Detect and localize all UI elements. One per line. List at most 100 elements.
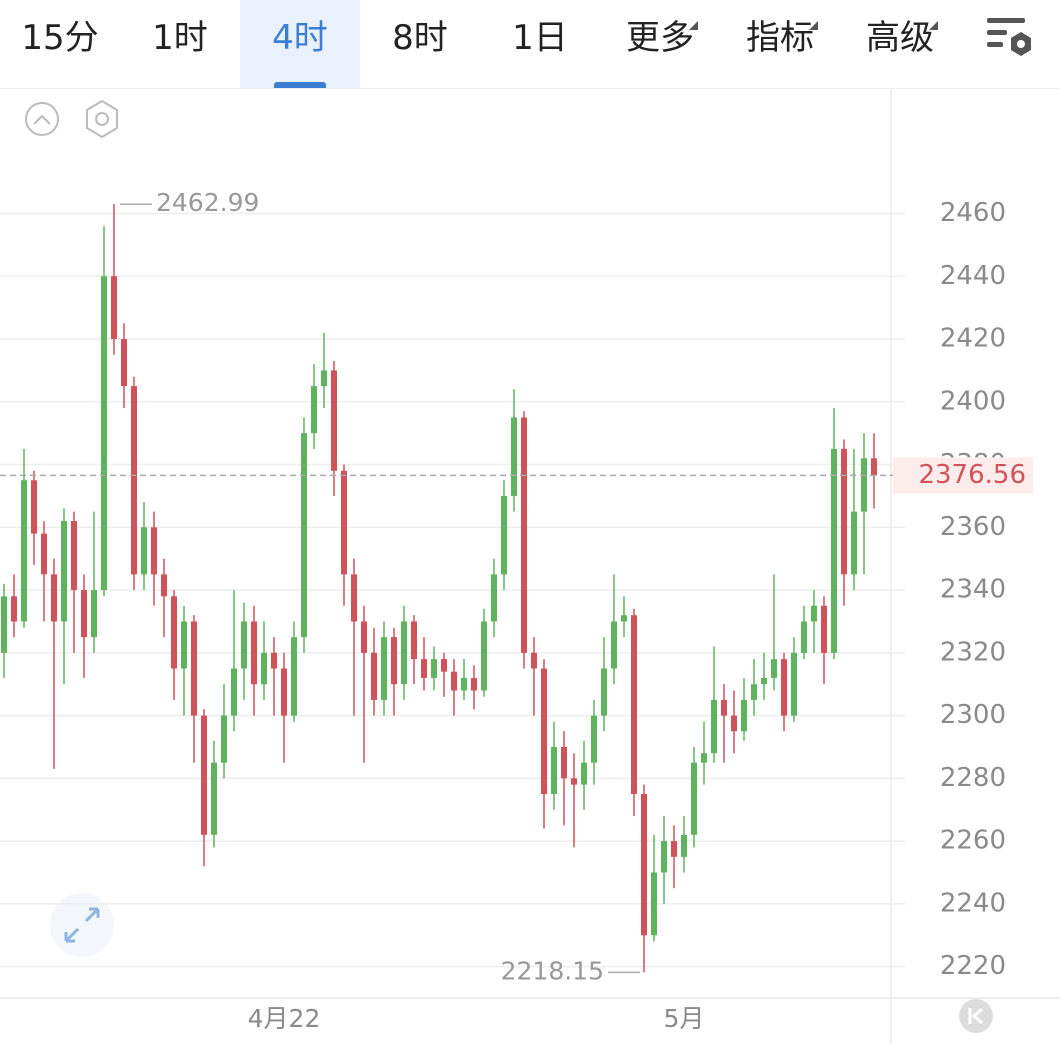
candle-body bbox=[761, 677, 767, 685]
y-tick-label: 2420 bbox=[940, 324, 1006, 354]
timeframe-tab[interactable]: 8时 bbox=[360, 0, 480, 88]
settings-hex-icon[interactable] bbox=[86, 99, 118, 139]
scroll-end-button[interactable] bbox=[959, 999, 993, 1033]
y-tick-label: 2360 bbox=[940, 512, 1006, 542]
candle-body bbox=[371, 652, 377, 700]
candle-body bbox=[811, 605, 817, 622]
candle-body bbox=[341, 470, 347, 575]
candle-body bbox=[851, 511, 857, 575]
dropdown-arrow bbox=[689, 21, 698, 30]
candle-body bbox=[261, 652, 267, 685]
last-price-box bbox=[893, 457, 1033, 494]
expand-icon[interactable] bbox=[50, 893, 114, 957]
candle-body bbox=[831, 448, 837, 653]
candle-body bbox=[271, 652, 277, 669]
candle-body bbox=[721, 699, 727, 716]
tab-label: 8时 bbox=[392, 18, 448, 58]
candle-body bbox=[51, 574, 57, 622]
candle-body bbox=[121, 339, 127, 387]
tab-label: 15分 bbox=[21, 18, 99, 58]
candle-body bbox=[461, 677, 467, 691]
candle-body bbox=[361, 621, 367, 653]
candle-body bbox=[171, 596, 177, 669]
candle-body bbox=[481, 621, 487, 691]
y-tick-label: 2220 bbox=[940, 951, 1006, 981]
timeframe-tab[interactable]: 4时 bbox=[240, 0, 360, 88]
candle-body bbox=[381, 637, 387, 700]
candle-body bbox=[241, 621, 247, 669]
candle-body bbox=[751, 684, 757, 700]
candle-body bbox=[21, 480, 27, 622]
candle-body bbox=[861, 458, 867, 512]
candle-body bbox=[431, 659, 437, 678]
candle-body bbox=[521, 417, 527, 653]
candle-body bbox=[131, 386, 137, 575]
candle-body bbox=[801, 621, 807, 653]
y-tick-label: 2320 bbox=[940, 637, 1006, 667]
candle-body bbox=[81, 590, 87, 638]
candle-body bbox=[731, 715, 737, 732]
collapse-icon[interactable] bbox=[25, 102, 59, 136]
settings-icon[interactable] bbox=[985, 14, 1035, 64]
last-price-label: 2376.56 bbox=[918, 460, 1026, 490]
candle-body bbox=[411, 621, 417, 660]
candle-body bbox=[291, 637, 297, 716]
timeframe-tab[interactable]: 15分 bbox=[0, 0, 120, 88]
timeframe-tab[interactable]: 指标 bbox=[720, 0, 840, 88]
candle-body bbox=[621, 615, 627, 622]
candle-body bbox=[101, 276, 107, 591]
candle-body bbox=[311, 386, 317, 434]
candle-body bbox=[321, 370, 327, 387]
candle-body bbox=[451, 671, 457, 691]
y-tick-label: 2260 bbox=[940, 826, 1006, 856]
candle-body bbox=[701, 753, 707, 763]
y-tick-label: 2400 bbox=[940, 386, 1006, 416]
candle-body bbox=[41, 533, 47, 575]
candle-body bbox=[821, 605, 827, 653]
candle-body bbox=[191, 621, 197, 716]
tab-label: 1时 bbox=[152, 18, 208, 58]
candle-body bbox=[331, 370, 337, 471]
candle-body bbox=[531, 652, 537, 669]
candle-body bbox=[651, 872, 657, 936]
candle-body bbox=[31, 480, 37, 534]
timeframe-tab[interactable]: 1日 bbox=[480, 0, 600, 88]
candle-body bbox=[561, 746, 567, 779]
x-tick-label: 5月 bbox=[664, 1004, 705, 1033]
candle-body bbox=[1, 596, 7, 653]
candle-body bbox=[711, 699, 717, 754]
low-label: 2218.15 bbox=[501, 956, 604, 985]
x-tick-label: 4月22 bbox=[248, 1004, 321, 1033]
candle-body bbox=[631, 615, 637, 795]
tab-label: 高级 bbox=[866, 18, 938, 58]
candle-body bbox=[221, 715, 227, 763]
candle-body bbox=[671, 841, 677, 857]
candle-body bbox=[541, 668, 547, 795]
candle-body bbox=[691, 762, 697, 835]
y-tick-label: 2440 bbox=[940, 261, 1006, 291]
candle-body bbox=[421, 659, 427, 678]
candle-body bbox=[581, 762, 587, 785]
candle-body bbox=[771, 659, 777, 678]
candle-body bbox=[281, 668, 287, 716]
dropdown-arrow bbox=[809, 21, 818, 30]
toolbar: 15分 1时 4时 8时 1日 更多 指标 高级 bbox=[0, 0, 1060, 89]
candle-body bbox=[551, 746, 557, 795]
candle-body bbox=[201, 715, 207, 835]
timeframe-tab[interactable]: 高级 bbox=[840, 0, 960, 88]
candle-body bbox=[571, 778, 577, 785]
candle-body bbox=[71, 521, 77, 591]
candle-body bbox=[441, 659, 447, 672]
candle-body bbox=[61, 521, 67, 622]
candle-body bbox=[661, 841, 667, 873]
candle-body bbox=[91, 590, 97, 638]
timeframe-tab[interactable]: 1时 bbox=[120, 0, 240, 88]
timeframe-tab[interactable]: 更多 bbox=[600, 0, 720, 88]
candle-body bbox=[141, 527, 147, 575]
candle-body bbox=[791, 652, 797, 716]
candle-body bbox=[211, 762, 217, 835]
candle-body bbox=[871, 458, 877, 476]
candle-body bbox=[251, 621, 257, 685]
tab-label: 1日 bbox=[512, 18, 568, 58]
